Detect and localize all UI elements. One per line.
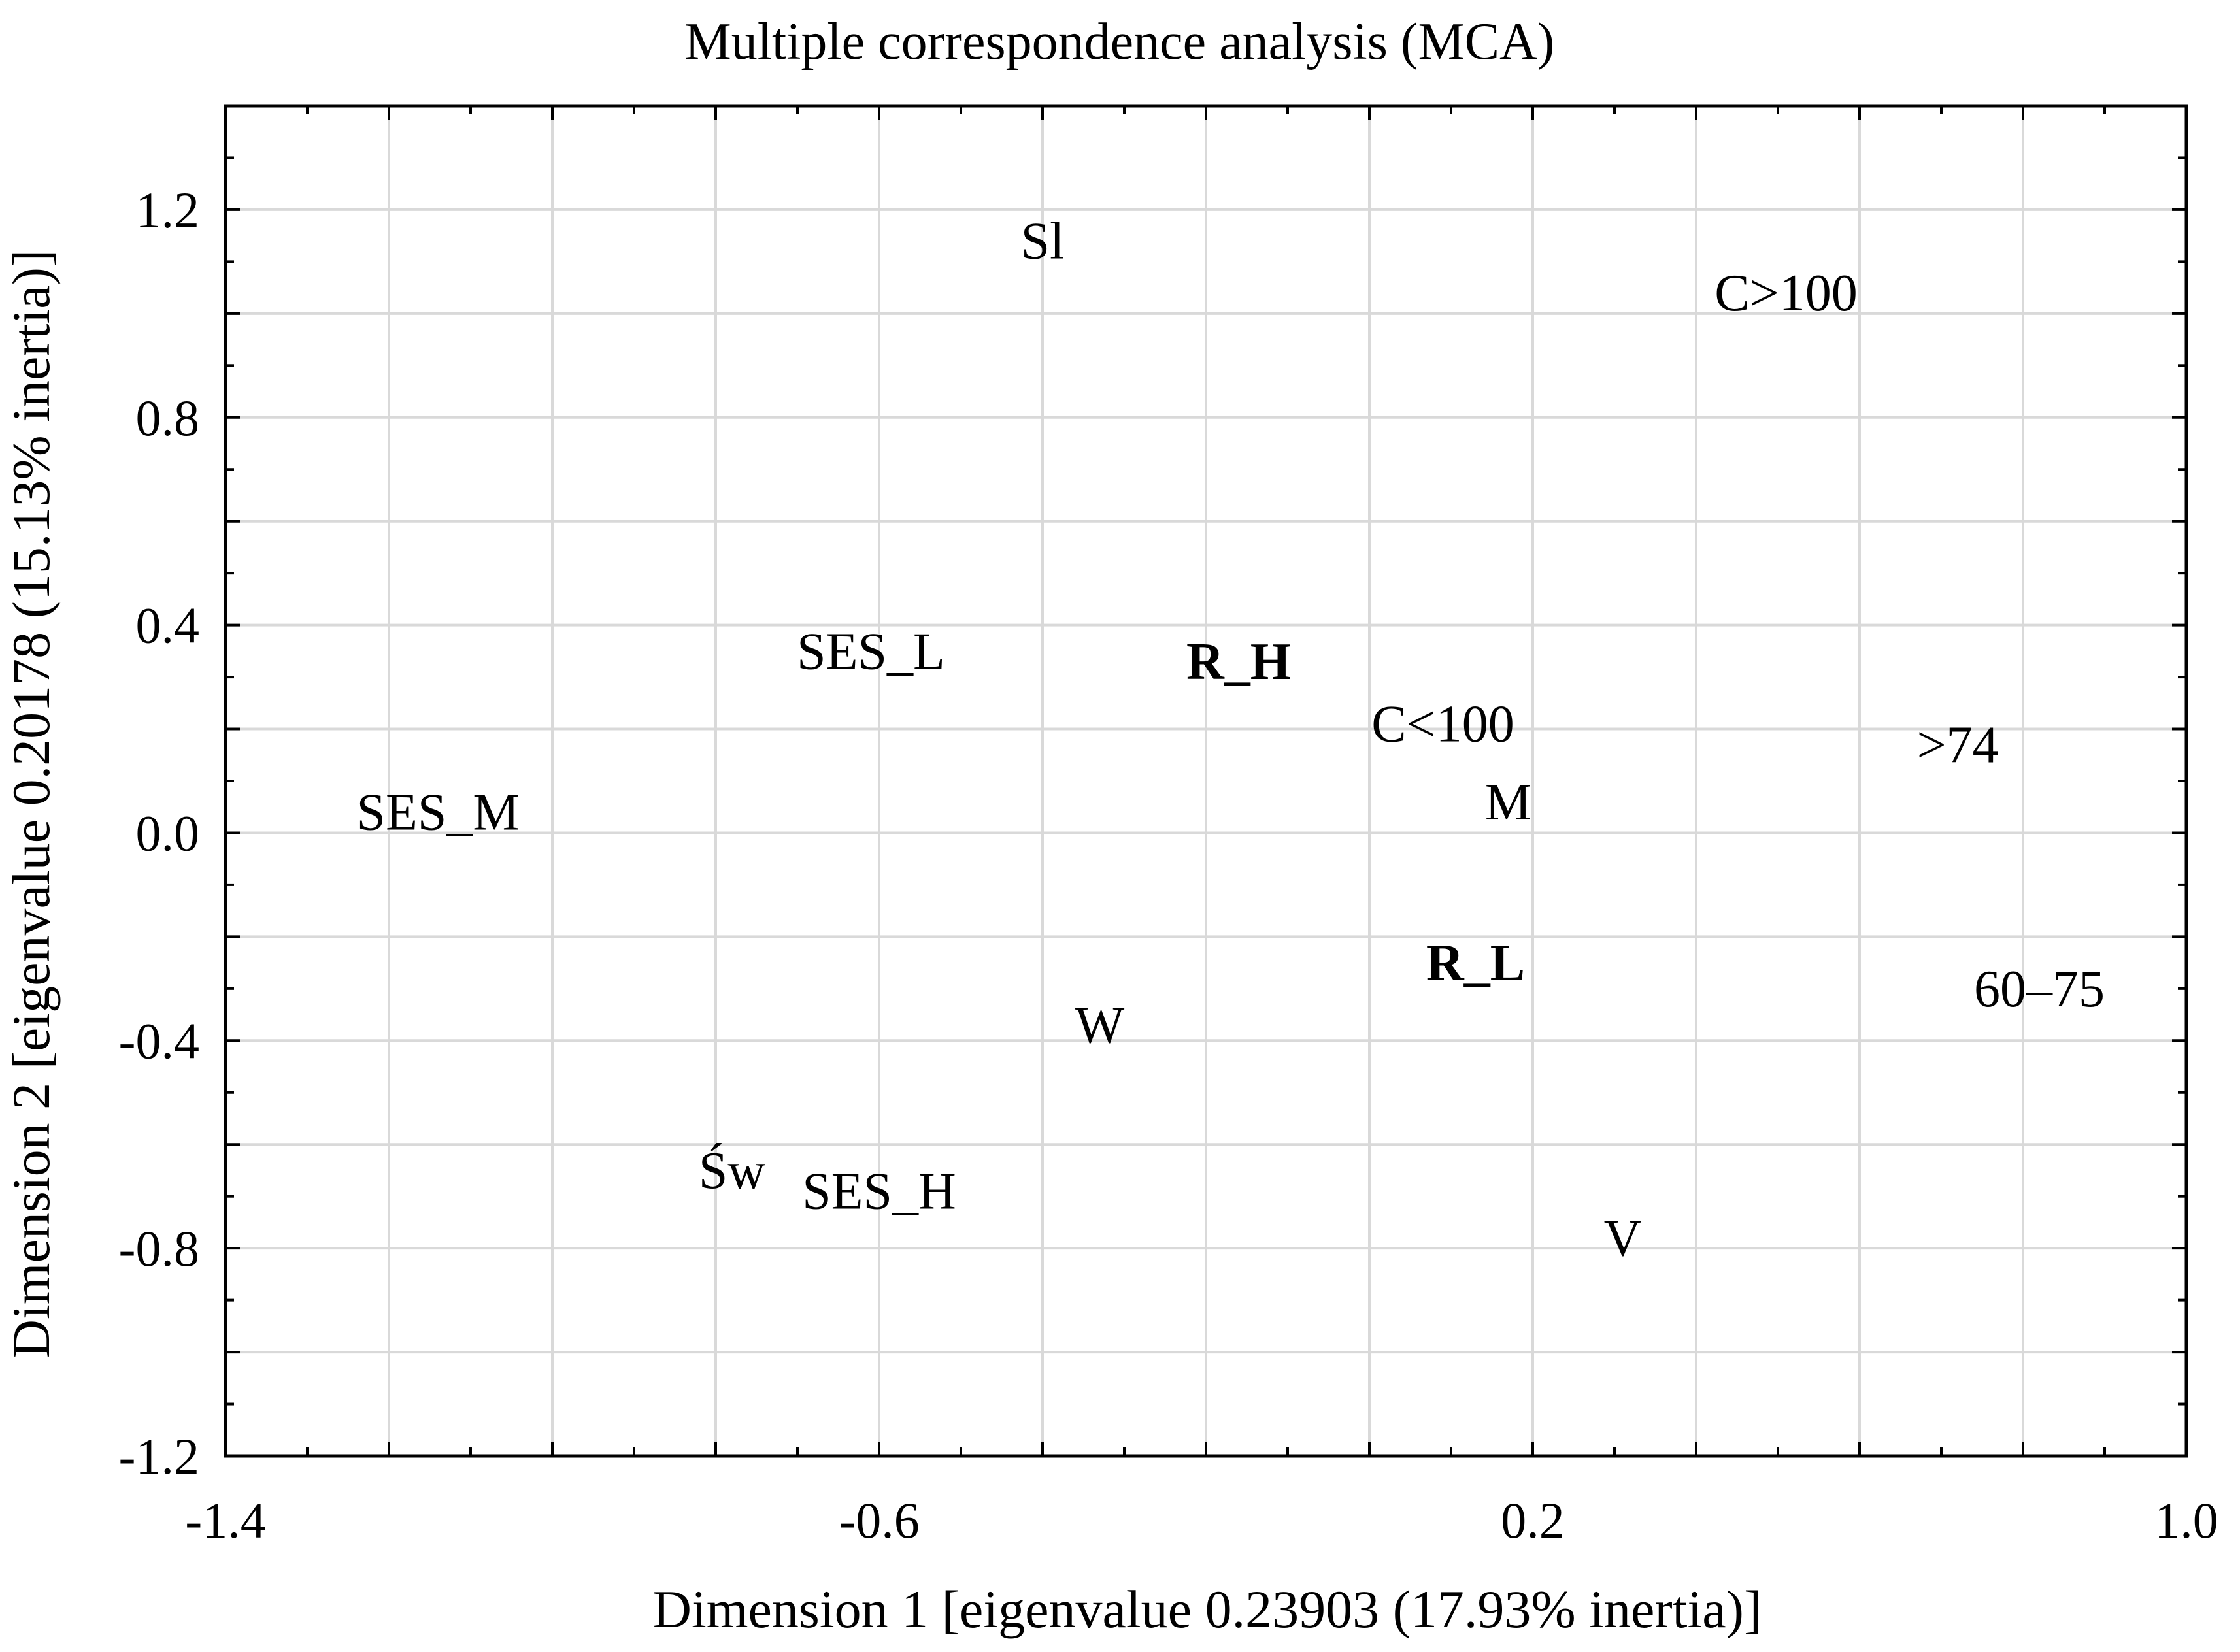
point-label: M [1485,774,1531,831]
data-points: Sl C>100 SES_L R_H C<100 >74 SES_M M R_L 60–75 W Św… [357,213,2105,1268]
y-axis-label: Dimension 2 [eigenvalue 0.20178 (15.13% … [1,250,61,1359]
point-label: SES_L [797,623,945,680]
y-tick-label: 0.0 [136,804,200,861]
point-label: R_H [1186,633,1291,691]
point-label: W [1075,997,1125,1054]
y-axis-tick-labels: -1.2 -0.8 -0.4 0.0 0.4 0.8 1.2 [119,182,199,1485]
x-tick-label: 0.2 [1501,1492,1565,1549]
point-label: R_L [1426,934,1525,992]
y-tick-label: -0.4 [119,1012,199,1069]
point-label: C<100 [1371,696,1514,753]
y-tick-label: -1.2 [119,1428,199,1485]
point-label: >74 [1916,716,1998,774]
point-label: 60–75 [1974,961,2105,1018]
x-tick-label: -0.6 [839,1492,919,1549]
x-tick-label: -1.4 [185,1492,265,1549]
point-label: Św [699,1142,765,1200]
x-axis-tick-labels: -1.4 -0.6 0.2 1.0 [185,1492,2218,1549]
y-tick-label: -0.8 [119,1220,199,1277]
x-tick-label: 1.0 [2154,1492,2218,1549]
y-tick-label: 0.4 [136,597,200,654]
point-label: SES_M [357,784,520,842]
grid [226,106,2186,1456]
plot-frame [224,104,2188,1458]
y-tick-label: 0.8 [136,389,200,446]
x-axis-label: Dimension 1 [eigenvalue 0.23903 (17.93% … [653,1579,1762,1639]
chart-title: Multiple correspondence analysis (MCA) [685,13,1555,71]
y-tick-label: 1.2 [136,182,200,239]
point-label: V [1604,1210,1642,1267]
point-label: SES_H [802,1163,956,1221]
point-label: C>100 [1714,265,1857,322]
point-label: Sl [1021,213,1065,271]
